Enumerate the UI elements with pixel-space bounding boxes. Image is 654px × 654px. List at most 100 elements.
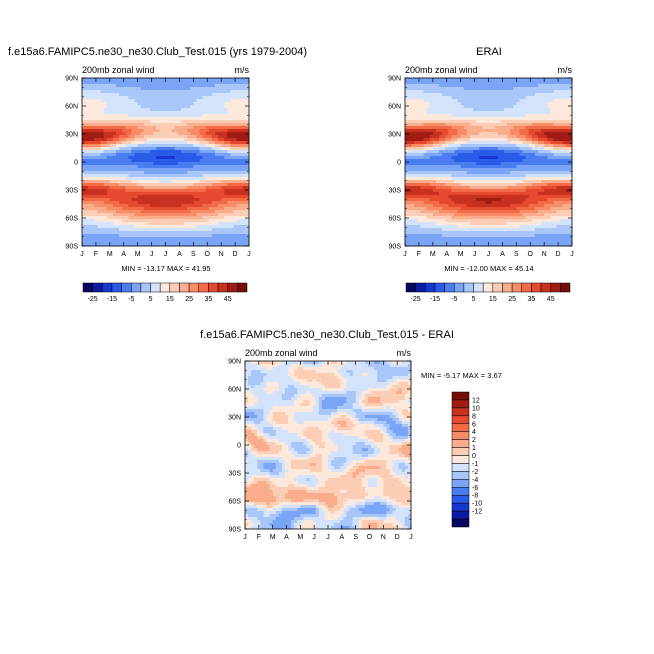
field-cell <box>140 219 145 223</box>
field-cell <box>448 126 452 130</box>
field-cell <box>116 216 120 220</box>
field-cell <box>510 114 514 118</box>
field-cell <box>119 228 123 232</box>
field-cell <box>411 102 415 106</box>
field-cell <box>510 93 514 97</box>
field-cell <box>445 105 449 109</box>
field-cell <box>482 96 486 100</box>
field-cell <box>451 132 455 136</box>
field-cell <box>245 177 250 181</box>
field-cell <box>497 84 502 88</box>
field-cell <box>218 198 222 202</box>
field-cell <box>184 174 188 178</box>
field-cell <box>534 99 539 103</box>
field-cell <box>224 84 228 88</box>
field-cell <box>423 111 427 115</box>
field-cell <box>236 123 241 127</box>
field-cell <box>103 120 108 124</box>
field-cell <box>109 78 114 82</box>
field-cell <box>537 138 542 142</box>
field-cell <box>202 189 207 193</box>
field-cell <box>125 84 129 88</box>
field-cell <box>171 195 176 199</box>
field-cell <box>88 120 92 124</box>
field-cell <box>460 87 465 91</box>
field-cell <box>162 135 166 139</box>
field-cell <box>534 78 539 82</box>
field-cell <box>469 114 474 118</box>
field-cell <box>153 153 157 157</box>
field-cell <box>150 96 154 100</box>
field-cell <box>199 186 203 190</box>
field-cell <box>507 135 511 139</box>
field-cell <box>411 162 415 166</box>
field-cell <box>187 99 191 103</box>
field-cell <box>550 114 554 118</box>
field-cell <box>426 153 431 157</box>
field-cell <box>488 123 492 127</box>
field-cell <box>85 162 89 166</box>
field-cell <box>405 117 409 121</box>
field-cell <box>485 165 489 169</box>
field-cell <box>112 168 117 172</box>
field-cell <box>448 102 452 106</box>
field-cell <box>531 129 536 133</box>
field-cell <box>162 78 166 82</box>
field-cell <box>162 81 166 85</box>
field-cell <box>112 162 117 166</box>
field-cell <box>451 174 455 178</box>
field-cell <box>482 156 486 160</box>
field-cell <box>174 159 179 163</box>
field-cell <box>236 192 241 196</box>
field-cell <box>227 99 231 103</box>
field-cell <box>205 183 210 187</box>
field-cell <box>224 243 228 247</box>
field-cell <box>224 78 228 82</box>
field-cell <box>119 114 123 118</box>
field-cell <box>439 138 443 142</box>
field-cell <box>199 198 203 202</box>
field-cell <box>476 123 480 127</box>
field-cell <box>239 195 244 199</box>
field-cell <box>103 228 108 232</box>
field-cell <box>221 177 225 181</box>
field-cell <box>420 87 424 91</box>
field-cell <box>153 243 157 247</box>
field-cell <box>97 144 101 148</box>
field-cell <box>473 120 477 124</box>
field-cell <box>245 168 250 172</box>
field-cell <box>233 171 237 175</box>
field-cell <box>568 105 573 109</box>
field-cell <box>233 150 237 154</box>
field-cell <box>171 192 176 196</box>
field-cell <box>457 117 462 121</box>
field-cell <box>414 96 418 100</box>
field-cell <box>435 84 440 88</box>
field-cell <box>103 198 108 202</box>
field-cell <box>88 78 92 82</box>
field-cell <box>100 210 104 214</box>
field-cell <box>202 204 207 208</box>
field-cell <box>140 81 145 85</box>
field-cell <box>171 228 176 232</box>
field-cell <box>553 135 557 139</box>
field-cell <box>137 165 142 169</box>
field-cell <box>131 78 135 82</box>
field-cell <box>131 204 135 208</box>
field-cell <box>408 177 412 181</box>
field-cell <box>94 117 98 121</box>
field-cell <box>112 90 117 94</box>
field-cell <box>211 228 216 232</box>
field-cell <box>550 129 554 133</box>
field-cell <box>435 156 440 160</box>
field-cell <box>221 96 225 100</box>
field-cell <box>230 84 234 88</box>
field-cell <box>435 171 440 175</box>
field-cell <box>174 228 179 232</box>
field-cell <box>519 96 523 100</box>
field-cell <box>190 198 194 202</box>
field-cell <box>411 138 415 142</box>
field-cell <box>233 210 237 214</box>
field-cell <box>168 93 173 97</box>
field-cell <box>239 159 244 163</box>
